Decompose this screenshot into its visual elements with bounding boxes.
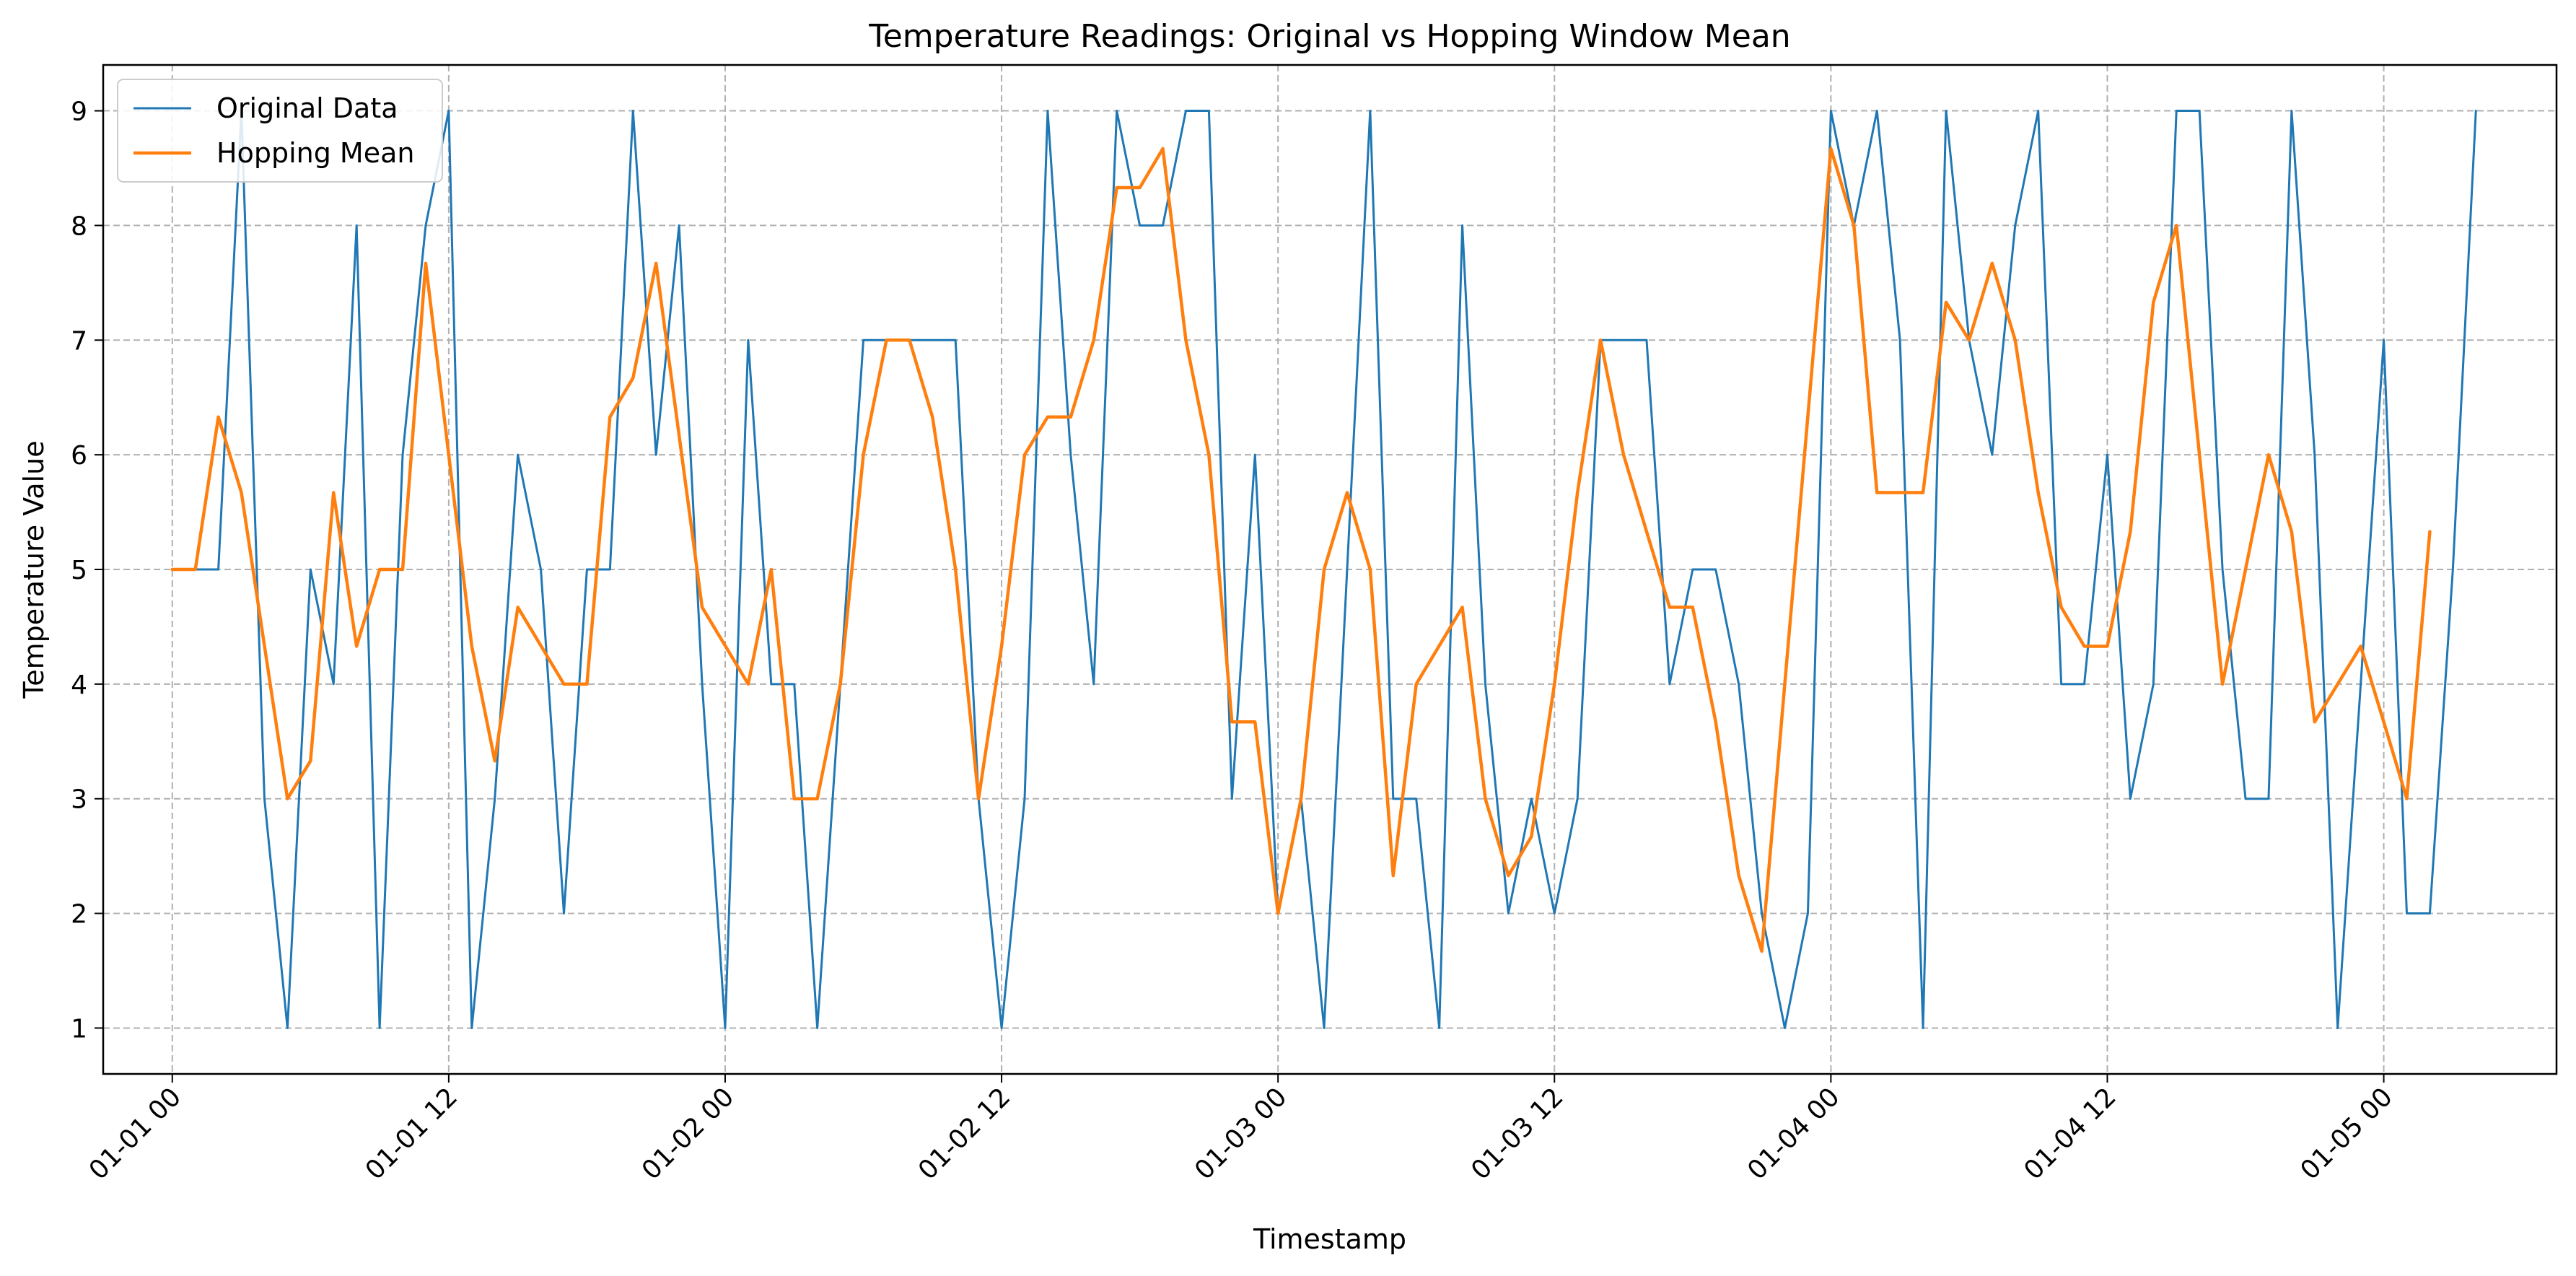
legend-box (117, 79, 443, 183)
y-tick-label: 5 (71, 556, 87, 585)
y-tick-label: 7 (71, 326, 87, 356)
series-line-original-data (171, 110, 2477, 1029)
y-tick-label: 6 (71, 441, 87, 471)
series-line-hopping-mean (170, 147, 2432, 953)
chart-title: Temperature Readings: Original vs Hoppin… (868, 18, 1790, 55)
legend: Original Data Hopping Mean (117, 79, 443, 183)
y-tick-label: 8 (71, 211, 87, 241)
grid (103, 65, 2557, 1074)
y-axis-label: Temperature Value (18, 440, 50, 699)
series-layer (170, 110, 2477, 1029)
x-axis-label: Timestamp (1253, 1223, 1406, 1255)
legend-label: Original Data (216, 92, 398, 124)
y-tick-label: 2 (71, 900, 87, 930)
y-tick-label: 4 (71, 670, 87, 700)
legend-label: Hopping Mean (216, 137, 414, 169)
y-tick-label: 1 (71, 1014, 87, 1044)
y-tick-label: 3 (71, 785, 87, 815)
y-tick-label: 9 (71, 97, 87, 127)
